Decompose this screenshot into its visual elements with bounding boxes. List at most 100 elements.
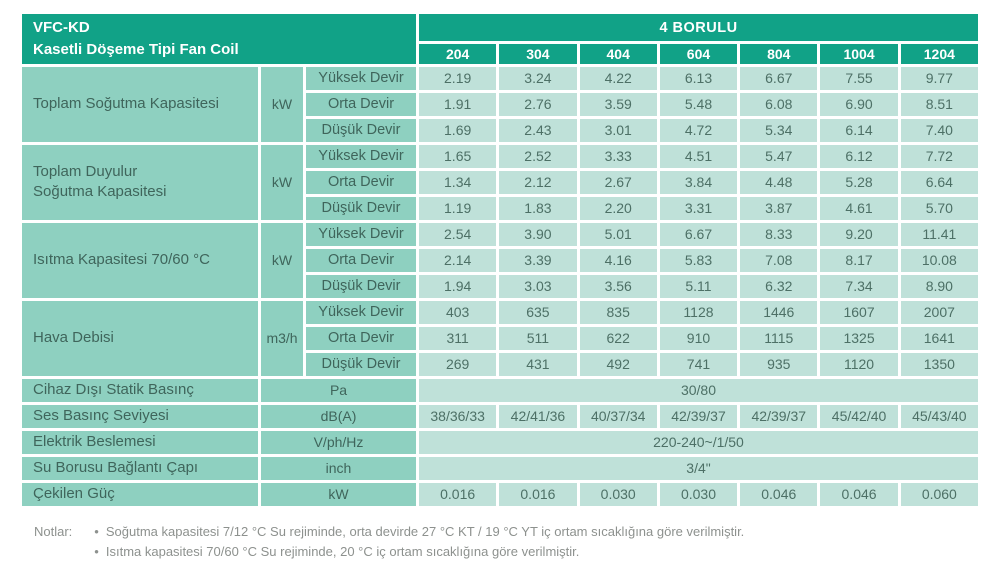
value-cell: 1128 bbox=[659, 300, 738, 324]
value-cell: 8.90 bbox=[900, 274, 978, 298]
value-cell: 6.13 bbox=[659, 66, 738, 90]
value-cell: 5.83 bbox=[659, 248, 738, 272]
value-cell: 0.046 bbox=[820, 482, 898, 506]
note-text: Soğutma kapasitesi 7/12 °C Su rejiminde,… bbox=[105, 524, 745, 539]
fan-speed-cell: Düşük Devir bbox=[306, 196, 416, 220]
model-column-header: 304 bbox=[499, 44, 577, 64]
fan-speed-cell: Düşük Devir bbox=[306, 352, 416, 376]
model-column-header: 1004 bbox=[820, 44, 898, 64]
unit-cell: kW bbox=[261, 222, 303, 298]
table-row: Elektrik Beslemesi V/ph/Hz 220-240~/1/50 bbox=[22, 430, 978, 454]
value-cell: 5.28 bbox=[820, 170, 898, 194]
fan-speed-cell: Yüksek Devir bbox=[306, 300, 416, 324]
table-row: Su Borusu Bağlantı Çapı inch 3/4" bbox=[22, 456, 978, 480]
table-row: Ses Basınç Seviyesi dB(A) 38/36/33 42/41… bbox=[22, 404, 978, 428]
value-cell: 835 bbox=[579, 300, 657, 324]
value-cell: 311 bbox=[419, 326, 497, 350]
value-cell: 1350 bbox=[900, 352, 978, 376]
spec-table: VFC-KD Kasetli Döşeme Tipi Fan Coil 4 BO… bbox=[19, 11, 981, 509]
model-column-header: 804 bbox=[740, 44, 818, 64]
value-cell: 8.17 bbox=[820, 248, 898, 272]
value-cell: 4.16 bbox=[579, 248, 657, 272]
value-cell: 4.48 bbox=[740, 170, 818, 194]
value-cell: 0.030 bbox=[579, 482, 657, 506]
value-cell: 42/39/37 bbox=[740, 404, 818, 428]
row-label: Su Borusu Bağlantı Çapı bbox=[22, 456, 258, 480]
value-cell: 0.060 bbox=[900, 482, 978, 506]
value-cell: 1325 bbox=[820, 326, 898, 350]
value-cell: 5.70 bbox=[900, 196, 978, 220]
table-row: Isıtma Kapasitesi 70/60 °C kW Yüksek Dev… bbox=[22, 222, 978, 298]
value-cell: 2.20 bbox=[579, 196, 657, 220]
value-cell: 7.34 bbox=[820, 274, 898, 298]
value-cell: 4.51 bbox=[659, 144, 738, 168]
notes-list: • Soğutma kapasitesi 7/12 °C Su rejimind… bbox=[94, 522, 744, 561]
value-cell: 1.69 bbox=[419, 118, 497, 142]
table-row: Orta Devir 1.34 2.12 2.67 3.84 4.48 5.28… bbox=[22, 170, 978, 194]
value-cell: 5.11 bbox=[659, 274, 738, 298]
value-cell: 0.046 bbox=[740, 482, 818, 506]
value-cell: 6.14 bbox=[820, 118, 898, 142]
value-cell: 40/37/34 bbox=[579, 404, 657, 428]
value-cell: 403 bbox=[419, 300, 497, 324]
notes: Notlar: • Soğutma kapasitesi 7/12 °C Su … bbox=[34, 522, 980, 561]
value-cell: 741 bbox=[659, 352, 738, 376]
value-cell: 6.67 bbox=[659, 222, 738, 246]
value-cell: 42/41/36 bbox=[499, 404, 577, 428]
unit-cell: m3/h bbox=[261, 300, 303, 376]
unit-cell: kW bbox=[261, 66, 303, 142]
row-group-label: Toplam Duyulur Soğutma Kapasitesi bbox=[22, 144, 258, 220]
value-cell: 6.67 bbox=[740, 66, 818, 90]
unit-cell: kW bbox=[261, 482, 416, 506]
product-name: Kasetli Döşeme Tipi Fan Coil bbox=[33, 40, 239, 58]
value-cell: 3.84 bbox=[659, 170, 738, 194]
fan-speed-cell: Orta Devir bbox=[306, 248, 416, 272]
value-cell: 7.40 bbox=[900, 118, 978, 142]
value-cell: 3.03 bbox=[499, 274, 577, 298]
value-cell: 3.39 bbox=[499, 248, 577, 272]
value-cell: 1.65 bbox=[419, 144, 497, 168]
value-cell: 5.01 bbox=[579, 222, 657, 246]
product-code: VFC-KD bbox=[33, 19, 90, 36]
bullet-icon: • bbox=[94, 524, 99, 539]
value-cell-span: 220-240~/1/50 bbox=[419, 430, 978, 454]
value-cell: 1.91 bbox=[419, 92, 497, 116]
table-row: Düşük Devir 269 431 492 741 935 1120 135… bbox=[22, 352, 978, 376]
value-cell-span: 30/80 bbox=[419, 378, 978, 402]
value-cell: 3.24 bbox=[499, 66, 577, 90]
value-cell: 9.20 bbox=[820, 222, 898, 246]
value-cell: 6.08 bbox=[740, 92, 818, 116]
value-cell: 431 bbox=[499, 352, 577, 376]
value-cell: 1641 bbox=[900, 326, 978, 350]
value-cell: 2.54 bbox=[419, 222, 497, 246]
value-cell: 3.90 bbox=[499, 222, 577, 246]
fan-speed-cell: Orta Devir bbox=[306, 92, 416, 116]
value-cell: 1446 bbox=[740, 300, 818, 324]
model-column-header: 1204 bbox=[900, 44, 978, 64]
value-cell: 8.51 bbox=[900, 92, 978, 116]
value-cell: 910 bbox=[659, 326, 738, 350]
table-row: Hava Debisi m3/h Yüksek Devir 403 635 83… bbox=[22, 300, 978, 376]
value-cell: 42/39/37 bbox=[659, 404, 738, 428]
value-cell: 7.55 bbox=[820, 66, 898, 90]
value-cell: 6.90 bbox=[820, 92, 898, 116]
table-row: Orta Devir 311 511 622 910 1115 1325 164… bbox=[22, 326, 978, 350]
unit-cell: V/ph/Hz bbox=[261, 430, 416, 454]
fan-speed-cell: Yüksek Devir bbox=[306, 144, 416, 168]
value-cell: 11.41 bbox=[900, 222, 978, 246]
value-cell: 4.72 bbox=[659, 118, 738, 142]
value-cell: 4.22 bbox=[579, 66, 657, 90]
row-label: Ses Basınç Seviyesi bbox=[22, 404, 258, 428]
unit-cell: Pa bbox=[261, 378, 416, 402]
table-row: Orta Devir 2.14 3.39 4.16 5.83 7.08 8.17… bbox=[22, 248, 978, 272]
value-cell: 2.14 bbox=[419, 248, 497, 272]
value-cell: 1115 bbox=[740, 326, 818, 350]
row-label: Cihaz Dışı Statik Basınç bbox=[22, 378, 258, 402]
table-row: Düşük Devir 1.19 1.83 2.20 3.31 3.87 4.6… bbox=[22, 196, 978, 220]
fan-speed-cell: Orta Devir bbox=[306, 326, 416, 350]
fan-speed-cell: Düşük Devir bbox=[306, 274, 416, 298]
value-cell: 1.34 bbox=[419, 170, 497, 194]
table-row: Orta Devir 1.91 2.76 3.59 5.48 6.08 6.90… bbox=[22, 92, 978, 116]
value-cell: 45/43/40 bbox=[900, 404, 978, 428]
